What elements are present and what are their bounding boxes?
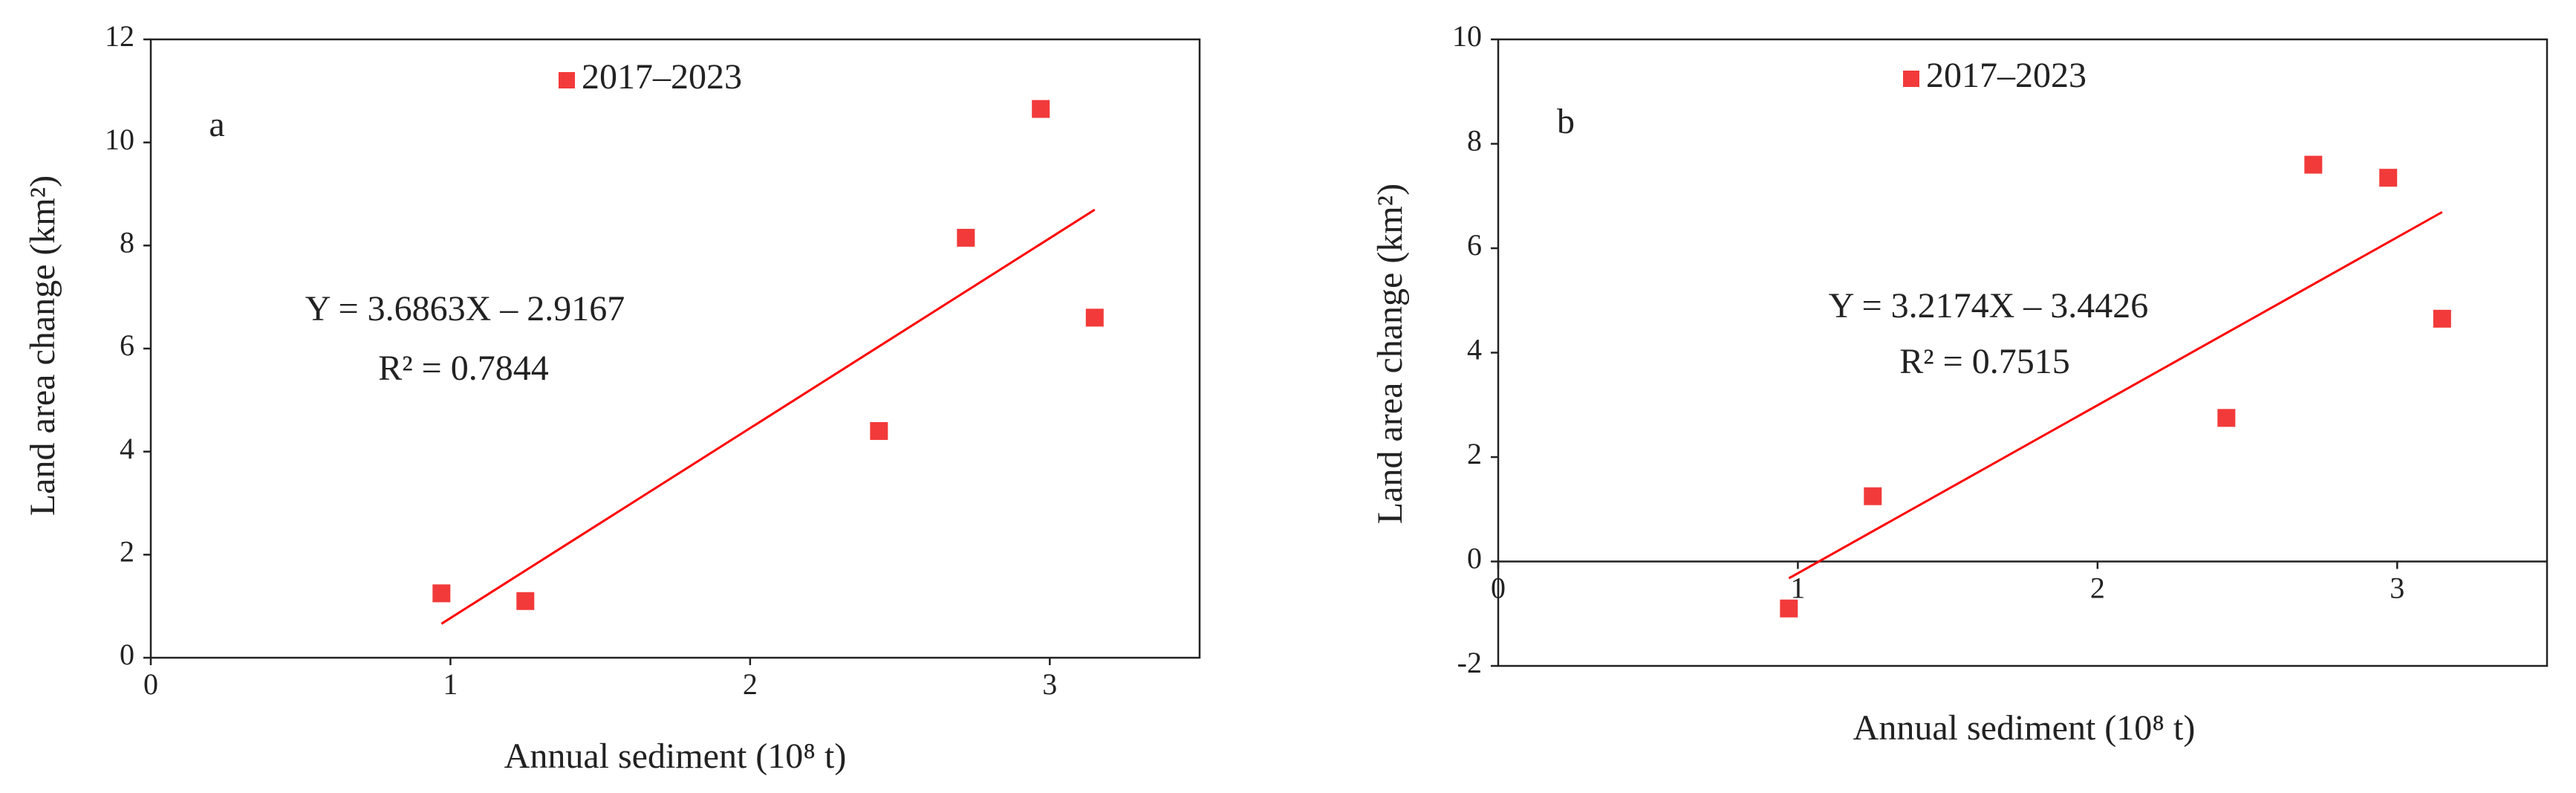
x-axis-label: Annual sediment (10⁸ t) (504, 737, 847, 776)
x-tick-label: 1 (443, 667, 458, 701)
point (2433, 309, 2451, 328)
point (1864, 487, 1882, 505)
point (1085, 308, 1104, 327)
point (1780, 599, 1798, 618)
y-tick-label: 4 (120, 432, 134, 465)
y-tick-label: 6 (120, 328, 134, 362)
y-tick-label: 4 (1467, 333, 1482, 366)
point (432, 584, 451, 603)
legend-label: 2017–2023 (582, 57, 742, 97)
x-tick-label: 2 (743, 667, 758, 701)
point (516, 592, 535, 610)
x-tick-label: 2 (2090, 572, 2105, 605)
point (1032, 100, 1050, 118)
point (2304, 155, 2323, 174)
y-tick-label: 10 (1452, 19, 1482, 53)
point (2217, 409, 2236, 427)
r-squared: R² = 0.7515 (1899, 342, 2069, 381)
point (2379, 169, 2398, 187)
panel-label: a (209, 105, 224, 144)
x-tick-label: 0 (143, 667, 158, 701)
legend-label: 2017–2023 (1926, 56, 2087, 95)
y-tick-label: 0 (120, 638, 134, 671)
r-squared: R² = 0.7844 (378, 349, 548, 388)
x-tick-label: 3 (2390, 572, 2404, 605)
trend-line (1788, 211, 2443, 580)
y-tick-label: 0 (1467, 542, 1482, 575)
y-tick-label: 6 (1467, 228, 1482, 262)
x-axis-label: Annual sediment (10⁸ t) (1853, 708, 2196, 748)
x-tick-label: 3 (1042, 667, 1057, 701)
plot-frame (149, 38, 1201, 659)
equation: Y = 3.2174X – 3.4426 (1829, 286, 2149, 326)
y-axis-label: Land area change (km²) (1370, 184, 1410, 524)
legend-marker (559, 72, 575, 88)
y-tick-label: 8 (120, 226, 134, 259)
point (870, 421, 888, 440)
x-tick-label: 1 (1790, 572, 1805, 605)
legend-marker (1903, 71, 1919, 87)
y-tick-label: 10 (105, 123, 134, 156)
point (957, 228, 975, 247)
x-tick-label: 0 (1491, 572, 1506, 605)
y-tick-label: -2 (1457, 646, 1482, 679)
y-tick-label: 2 (120, 535, 134, 569)
equation: Y = 3.6863X – 2.9167 (305, 289, 625, 328)
trend-line (440, 208, 1096, 625)
y-tick-label: 8 (1467, 124, 1482, 158)
panel-label: b (1557, 102, 1575, 141)
y-tick-label: 12 (105, 19, 134, 53)
y-axis-label: Land area change (km²) (23, 175, 62, 516)
y-tick-label: 2 (1467, 437, 1482, 470)
